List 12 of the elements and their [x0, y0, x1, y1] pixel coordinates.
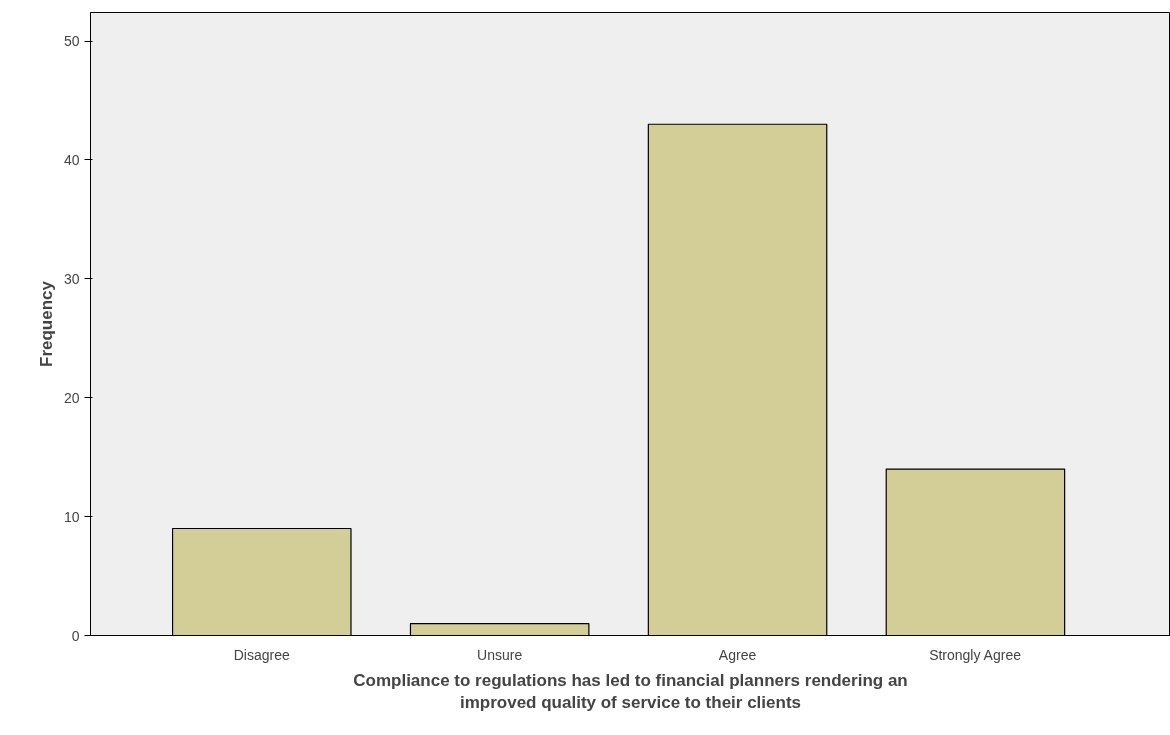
- x-tick-label: Agree: [718, 646, 757, 663]
- y-tick-label: 40: [63, 151, 80, 168]
- x-tick-label: Disagree: [233, 646, 291, 663]
- y-tick-label: 20: [63, 389, 80, 406]
- y-tick-label: 30: [63, 270, 80, 287]
- x-tick-label: Unsure: [477, 646, 523, 663]
- y-tick-label: 0: [71, 627, 80, 644]
- y-tick-label: 10: [63, 508, 80, 525]
- y-axis-title: Frequency: [36, 280, 56, 367]
- x-tick-label: Strongly Agree: [929, 646, 1022, 663]
- x-axis-title: Compliance to regulations has led to financial planners rendering an improved quality of service to their clients: [353, 670, 908, 713]
- y-tick-label: 50: [63, 33, 80, 50]
